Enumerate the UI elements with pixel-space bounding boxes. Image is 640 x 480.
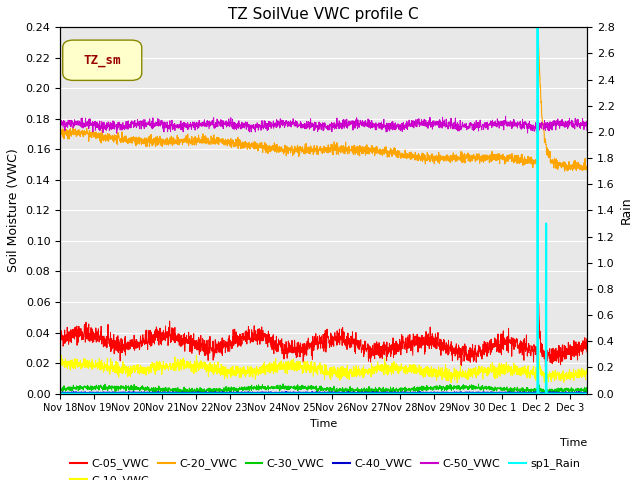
C-30_VWC [583, 387, 591, 393]
C-05_VWC [460, 358, 468, 364]
C-10_VWC [583, 366, 591, 372]
C-05_VWC [583, 349, 591, 355]
C-50_VWC [129, 122, 137, 128]
C-05_VWC [236, 334, 244, 339]
C-05_VWC [534, 245, 541, 251]
C-20_VWC [236, 139, 244, 144]
sp1_Rain [129, 391, 137, 396]
C-10_VWC [351, 374, 358, 380]
C-30_VWC [193, 391, 201, 396]
C-20_VWC [534, 24, 541, 30]
Line: sp1_Rain: sp1_Rain [60, 27, 587, 394]
Line: C-10_VWC: C-10_VWC [60, 307, 587, 383]
C-40_VWC [129, 389, 137, 395]
C-30_VWC [534, 368, 541, 374]
C-20_VWC [583, 167, 591, 173]
C-05_VWC [541, 364, 549, 370]
C-05_VWC [56, 334, 64, 339]
sp1_Rain [497, 391, 504, 396]
Y-axis label: Soil Moisture (VWC): Soil Moisture (VWC) [7, 149, 20, 272]
C-10_VWC [129, 365, 137, 371]
C-20_VWC [129, 134, 137, 140]
Line: C-20_VWC: C-20_VWC [60, 27, 587, 171]
C-40_VWC [546, 389, 554, 395]
C-40_VWC [187, 391, 195, 396]
sp1_Rain [56, 391, 64, 396]
FancyBboxPatch shape [63, 40, 141, 80]
C-30_VWC [351, 387, 358, 393]
C-05_VWC [339, 340, 347, 346]
C-30_VWC [56, 385, 64, 391]
C-20_VWC [339, 145, 347, 151]
C-50_VWC [56, 120, 64, 126]
C-10_VWC [56, 359, 64, 364]
Y-axis label: Rain: Rain [620, 197, 633, 224]
C-30_VWC [236, 385, 244, 391]
Text: Time: Time [559, 438, 587, 447]
C-50_VWC [236, 123, 244, 129]
sp1_Rain [351, 391, 358, 396]
C-30_VWC [497, 385, 505, 391]
Legend: C-05_VWC, C-10_VWC, C-20_VWC, C-30_VWC, C-40_VWC, C-50_VWC, sp1_Rain: C-05_VWC, C-10_VWC, C-20_VWC, C-30_VWC, … [66, 454, 585, 480]
Text: TZ_sm: TZ_sm [83, 54, 121, 67]
C-20_VWC [56, 130, 64, 135]
C-40_VWC [56, 389, 64, 395]
C-50_VWC [351, 119, 358, 124]
C-05_VWC [129, 342, 137, 348]
Line: C-05_VWC: C-05_VWC [60, 248, 587, 367]
C-50_VWC [533, 131, 541, 136]
sp1_Rain [534, 24, 541, 30]
C-20_VWC [497, 153, 504, 158]
C-50_VWC [460, 123, 468, 129]
C-10_VWC [236, 369, 244, 375]
sp1_Rain [583, 391, 591, 396]
C-20_VWC [351, 143, 358, 148]
C-50_VWC [502, 113, 509, 119]
sp1_Rain [460, 391, 468, 396]
C-10_VWC [534, 304, 541, 310]
C-50_VWC [497, 121, 504, 127]
C-30_VWC [339, 387, 347, 393]
C-05_VWC [351, 347, 358, 352]
sp1_Rain [236, 391, 244, 396]
Line: C-40_VWC: C-40_VWC [60, 392, 587, 394]
Line: C-50_VWC: C-50_VWC [60, 116, 587, 133]
C-20_VWC [561, 168, 568, 174]
C-40_VWC [236, 390, 244, 396]
C-10_VWC [497, 371, 505, 376]
C-40_VWC [497, 389, 505, 395]
C-20_VWC [460, 153, 468, 159]
C-40_VWC [339, 390, 347, 396]
C-10_VWC [339, 364, 347, 370]
C-50_VWC [583, 128, 591, 133]
C-50_VWC [339, 123, 347, 129]
X-axis label: Time: Time [310, 419, 337, 429]
C-10_VWC [460, 374, 468, 380]
C-30_VWC [460, 385, 468, 391]
C-40_VWC [460, 390, 468, 396]
C-40_VWC [583, 390, 591, 396]
C-30_VWC [129, 384, 137, 390]
C-10_VWC [453, 380, 461, 386]
Line: C-30_VWC: C-30_VWC [60, 371, 587, 394]
sp1_Rain [339, 391, 347, 396]
C-05_VWC [497, 339, 504, 345]
Title: TZ SoilVue VWC profile C: TZ SoilVue VWC profile C [228, 7, 419, 22]
C-40_VWC [351, 390, 358, 396]
